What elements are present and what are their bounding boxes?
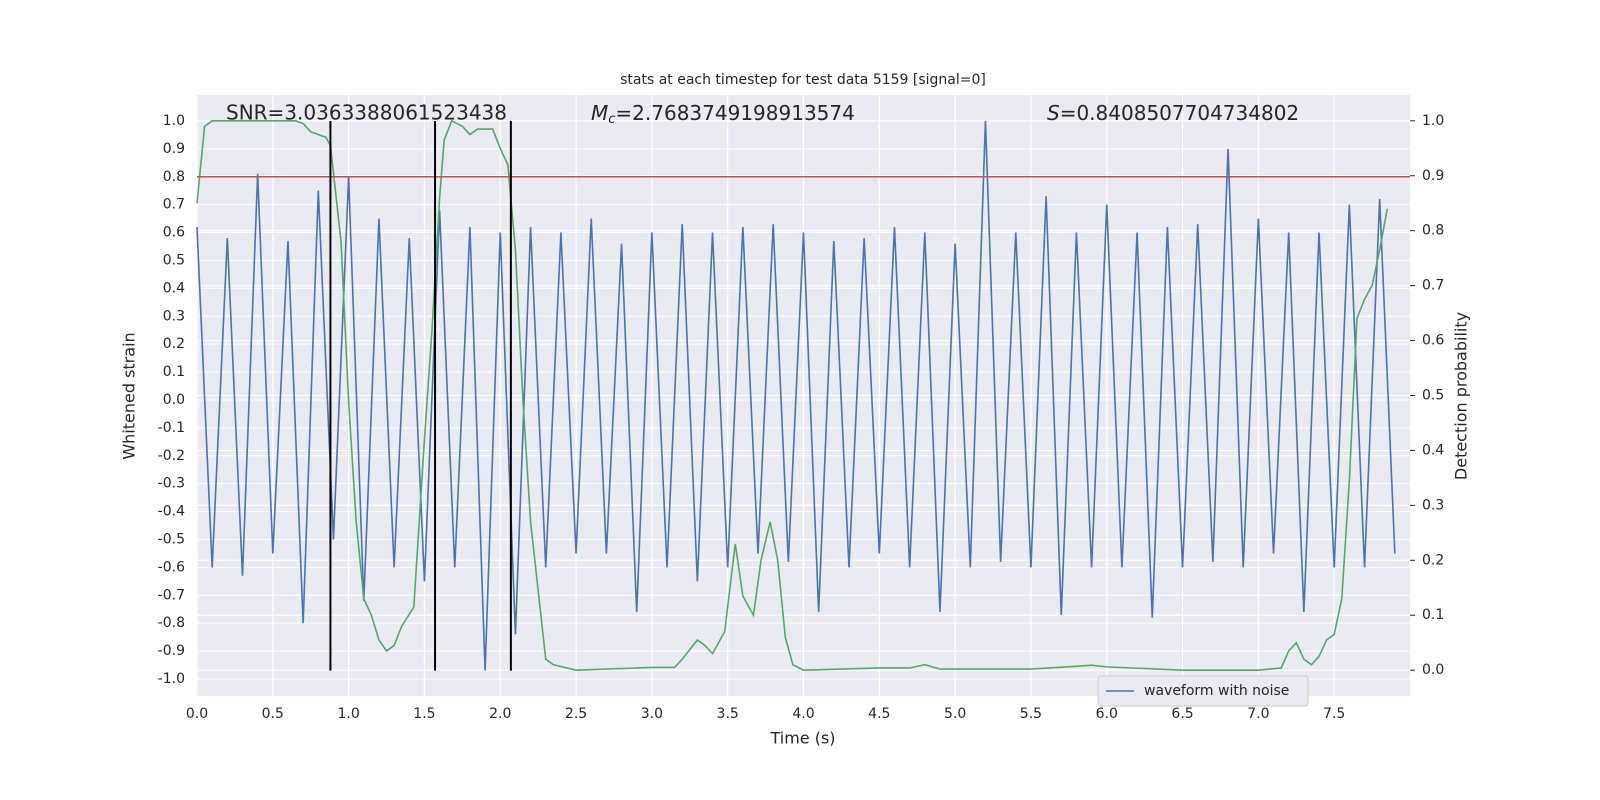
x-tick-label: 3.5 [717,706,739,722]
y2-tick-label: 0.9 [1422,168,1444,184]
y-tick-label: -0.4 [158,504,185,520]
x-tick-label: 7.5 [1323,706,1345,722]
y-tick-label: 0.9 [163,141,185,157]
y2-tick-label: 0.8 [1422,223,1444,239]
y-tick-label: 0.2 [163,336,185,352]
chart-title: stats at each timestep for test data 515… [620,72,986,88]
annotation-text: =0.8408507704734802 [1060,101,1299,125]
y-tick-label: 1.0 [163,113,185,129]
annotation-subscript: c [608,112,615,127]
x-tick-label: 4.0 [792,706,814,722]
y-axis-label: Whitened strain [120,332,139,459]
y-tick-label: 0.8 [163,169,185,185]
y2-tick-label: 0.5 [1422,388,1444,404]
annotation: Mc=2.7683749198913574 [591,101,855,127]
y-tick-label: -1.0 [158,671,185,687]
y2-tick-label: 0.1 [1422,607,1444,623]
y-tick-label: -0.6 [158,559,185,575]
y2-tick-label: 0.2 [1422,552,1444,568]
y-tick-label: 0.3 [163,308,185,324]
y2-tick-label: 0.7 [1422,278,1444,294]
y-tick-label: -0.5 [158,531,185,547]
y-tick-label: 0.0 [163,392,185,408]
legend-box [1097,675,1309,707]
marks [196,119,1410,671]
x-tick-label: 2.0 [489,706,511,722]
series-line [196,120,1396,671]
annotation-symbol: S [1047,101,1060,125]
legend-label: waveform with noise [1144,683,1289,699]
annotation-text: =2.7683749198913574 [615,101,854,125]
x-tick-label: 7.0 [1247,706,1269,722]
x-tick-label: 6.0 [1096,706,1118,722]
x-tick-label: 4.5 [868,706,890,722]
y-tick-label: 0.5 [163,252,185,268]
y-tick-label: 0.4 [163,280,185,296]
y-tick-label: -0.2 [158,448,185,464]
y-tick-label: 0.6 [163,225,185,241]
y-tick-label: -0.8 [158,615,185,631]
x-axis-label: Time (s) [769,729,835,748]
y-tick-label: -0.7 [158,587,185,603]
x-tick-label: 3.0 [641,706,663,722]
x-tick-label: 2.5 [565,706,587,722]
y-tick-label: -0.9 [158,643,185,659]
y2-tick-label: 0.0 [1422,662,1444,678]
x-tick-label: 5.0 [944,706,966,722]
y2-tick-label: 1.0 [1422,113,1444,129]
y2-tick-label: 0.3 [1422,497,1444,513]
x-tick-label: 1.5 [413,706,435,722]
y2-tick-label: 0.4 [1422,442,1444,458]
y2-tick-label: 0.6 [1422,333,1444,349]
y-tick-label: 0.7 [163,197,185,213]
annotation-symbol: M [591,101,608,125]
series-line [196,119,1389,671]
x-tick-label: 0.5 [262,706,284,722]
annotation: SNR=3.0363388061523438 [226,101,507,125]
x-tick-label: 5.5 [1020,706,1042,722]
x-tick-label: 1.0 [337,706,359,722]
x-tick-label: 0.0 [186,706,208,722]
annotation: S=0.8408507704734802 [1047,101,1299,125]
y-tick-label: 0.1 [163,364,185,380]
x-tick-label: 6.5 [1171,706,1193,722]
y-tick-label: -0.3 [158,476,185,492]
y-tick-label: -0.1 [158,420,185,436]
y2-axis-label: Detection probability [1452,312,1471,480]
